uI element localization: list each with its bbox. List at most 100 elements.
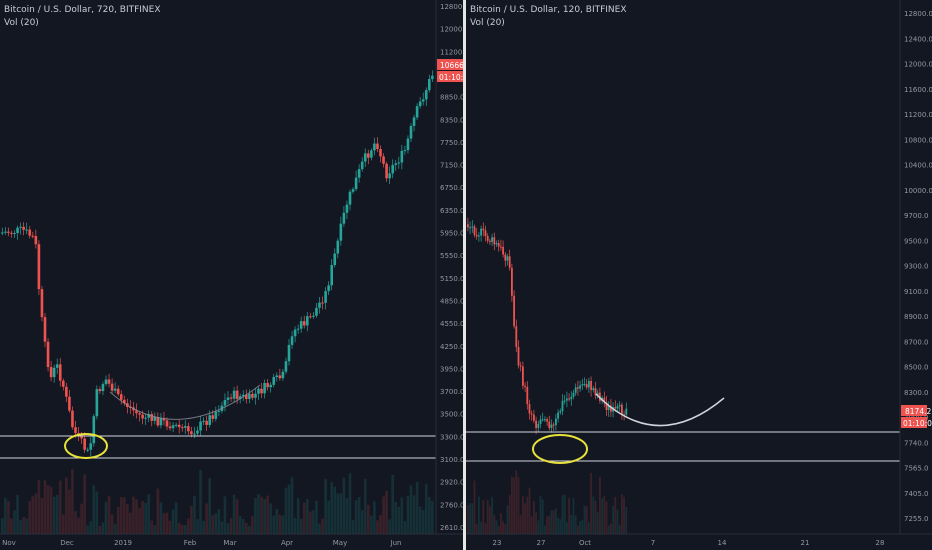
candle-body: [177, 424, 181, 428]
candle-body: [281, 371, 285, 379]
volume-bar: [74, 510, 77, 534]
candle-body: [482, 228, 485, 231]
time-tick-label: 28: [876, 539, 885, 547]
candle-body: [193, 433, 196, 435]
volume-bar: [495, 520, 498, 534]
right-symbol-title[interactable]: Bitcoin / U.S. Dollar, 120, BITFINEX: [470, 5, 627, 15]
candle-body: [147, 414, 150, 418]
time-axis: 23 27 Oct 7 14 21 28: [493, 539, 885, 547]
time-tick-label: Apr: [281, 539, 293, 547]
candle-body: [92, 416, 96, 444]
candle-body: [31, 235, 35, 237]
volume-bar: [607, 525, 610, 534]
price-tick-label: 7405.0: [904, 490, 929, 498]
price-tick-label: 11200.0: [440, 48, 463, 56]
candle-body: [583, 384, 586, 386]
candle-body: [110, 383, 114, 391]
volume-bar: [357, 497, 361, 534]
candle-body: [345, 204, 349, 213]
left-volume-indicator[interactable]: Vol (20): [4, 18, 39, 28]
candle-body: [202, 420, 205, 422]
volume-bar: [612, 505, 614, 534]
volume-bar: [86, 525, 89, 534]
candle-body: [296, 328, 300, 330]
volume-bar: [327, 500, 330, 534]
candle-body: [83, 438, 86, 450]
time-tick-label: Feb: [184, 539, 197, 547]
last-price-badge: [901, 405, 927, 416]
pane-separator[interactable]: [463, 0, 466, 550]
volume-bar: [394, 501, 398, 534]
price-tick-label: 8500.0: [904, 364, 929, 372]
volume-bar: [363, 478, 367, 534]
price-tick-label: 11600.0: [904, 86, 932, 94]
price-tick-label: 5550.0: [440, 252, 463, 260]
candle-body: [62, 380, 65, 387]
candle-body: [7, 231, 10, 233]
volume-bar: [471, 503, 474, 534]
price-tick-label: 3300.0: [440, 433, 463, 441]
price-tick-label: 9100.0: [904, 288, 929, 296]
price-tick-label: 8300.0: [904, 389, 929, 397]
price-tick-label: 9300.0: [904, 263, 929, 271]
candle-body: [557, 412, 559, 419]
volume-bar: [177, 522, 181, 534]
volume-bar: [10, 518, 13, 534]
time-tick-label: Jun: [390, 539, 402, 547]
volume-bar: [480, 521, 482, 534]
right-chart[interactable]: 12800.0 12400.0 12000.0 11600.0 11200.0 10800…: [466, 0, 932, 550]
time-tick-label: May: [333, 539, 347, 547]
candle-body: [412, 117, 416, 126]
candle-body: [187, 426, 190, 432]
candle-body: [43, 317, 47, 342]
candle-body: [19, 226, 22, 228]
candle-body: [22, 226, 25, 230]
volume-bar: [245, 523, 248, 534]
candle-body: [284, 361, 288, 372]
volume-bar: [574, 515, 577, 534]
candle-body: [424, 90, 428, 100]
candle-body: [275, 375, 279, 378]
volume-bar: [58, 480, 62, 534]
candle-body: [533, 414, 535, 421]
volume-bar: [508, 495, 511, 534]
price-tick-label: 2760.0: [440, 501, 463, 509]
candle-body: [528, 404, 531, 414]
candle-body: [618, 404, 621, 407]
candle-body: [180, 427, 184, 429]
volume-bar: [321, 518, 324, 534]
candle-body: [614, 407, 617, 409]
volume-bar: [588, 522, 590, 534]
volume-bar: [594, 500, 597, 534]
candle-body: [548, 421, 551, 428]
volume-bar: [92, 485, 96, 534]
right-volume-indicator[interactable]: Vol (20): [470, 18, 505, 28]
candle-body: [348, 191, 352, 205]
volume-bar: [156, 488, 160, 534]
candle-body: [522, 366, 524, 386]
volume-bar: [324, 478, 327, 534]
volume-bar: [159, 502, 163, 534]
volume-bar: [623, 496, 625, 534]
price-tick-label: 9700.0: [904, 212, 929, 220]
candle-body: [379, 149, 382, 157]
countdown-label: 01:10:04: [903, 419, 932, 428]
volume-bar: [65, 477, 68, 534]
left-symbol-title[interactable]: Bitcoin / U.S. Dollar, 720, BITFINEX: [4, 5, 161, 15]
candle-body: [478, 235, 480, 237]
candle-body: [104, 379, 108, 385]
candle-body: [211, 415, 215, 419]
volume-bar: [409, 485, 413, 534]
volume-bar: [376, 520, 379, 534]
volume-bar: [80, 503, 83, 534]
left-chart[interactable]: 12800.012000.011200.09600.08850.08350.07…: [0, 0, 463, 550]
candle-body: [342, 212, 346, 224]
volume-bar: [616, 509, 619, 534]
candle-body: [80, 434, 83, 439]
candle-body: [248, 393, 251, 400]
candle-body: [318, 302, 321, 308]
candle-body: [524, 385, 526, 387]
candle-body: [68, 396, 71, 411]
price-tick-label: 5950.0: [440, 230, 463, 238]
candle-body: [306, 316, 309, 326]
